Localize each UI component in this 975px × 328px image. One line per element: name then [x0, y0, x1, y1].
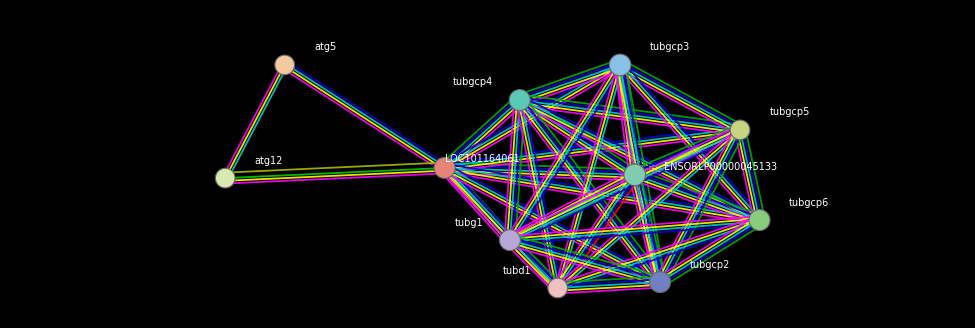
Circle shape — [275, 55, 294, 75]
Circle shape — [509, 90, 530, 111]
Circle shape — [434, 157, 455, 178]
Text: tubd1: tubd1 — [503, 266, 531, 276]
Text: LOC101164061: LOC101164061 — [445, 154, 520, 164]
Text: ENSORLP00000045133: ENSORLP00000045133 — [664, 162, 777, 172]
Text: tubgcp3: tubgcp3 — [649, 43, 689, 52]
Text: tubg1: tubg1 — [455, 218, 484, 228]
Circle shape — [548, 278, 567, 298]
Text: atg12: atg12 — [254, 156, 283, 166]
Circle shape — [749, 210, 770, 231]
Circle shape — [609, 54, 631, 76]
Circle shape — [499, 230, 521, 251]
Circle shape — [624, 164, 645, 186]
Circle shape — [649, 272, 671, 293]
Text: tubgcp5: tubgcp5 — [769, 108, 809, 117]
Text: tubgcp2: tubgcp2 — [689, 260, 729, 270]
Text: tubgcp4: tubgcp4 — [453, 77, 493, 87]
Text: atg5: atg5 — [314, 43, 336, 52]
Circle shape — [730, 120, 750, 140]
Text: tubgcp6: tubgcp6 — [789, 198, 829, 208]
Circle shape — [215, 168, 235, 188]
